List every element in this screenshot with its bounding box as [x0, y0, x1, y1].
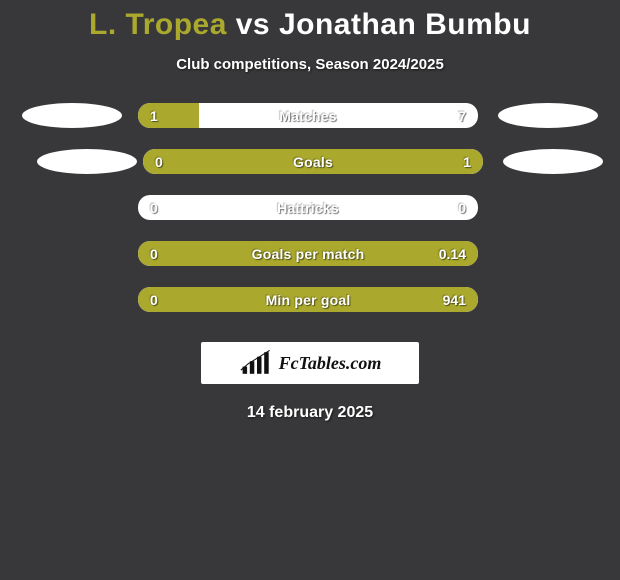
stat-bar: 17Matches — [138, 103, 478, 128]
bar-chart-icon — [239, 350, 275, 376]
logo-box: FcTables.com — [201, 342, 419, 384]
page-title: L. Tropea vs Jonathan Bumbu — [0, 8, 620, 42]
team-badge-right — [503, 149, 603, 174]
team-badge-left — [22, 103, 122, 128]
date-text: 14 february 2025 — [0, 404, 620, 422]
stat-label: Goals per match — [138, 241, 478, 266]
player1-name: L. Tropea — [89, 8, 227, 41]
vs-text: vs — [236, 8, 270, 41]
stat-label: Goals — [143, 149, 483, 174]
team-badge-left — [37, 149, 137, 174]
stat-label: Matches — [138, 103, 478, 128]
comparison-infographic: L. Tropea vs Jonathan Bumbu Club competi… — [0, 0, 620, 422]
stat-row: 01Goals — [0, 149, 620, 174]
stat-row: 17Matches — [0, 103, 620, 128]
stat-bar: 0941Min per goal — [138, 287, 478, 312]
stat-label: Min per goal — [138, 287, 478, 312]
team-badge-right — [498, 103, 598, 128]
player2-name: Jonathan Bumbu — [279, 8, 531, 41]
stat-bar: 00Hattricks — [138, 195, 478, 220]
stat-row: 00Hattricks — [0, 195, 620, 220]
stat-row: 0941Min per goal — [0, 287, 620, 312]
stat-label: Hattricks — [138, 195, 478, 220]
subtitle: Club competitions, Season 2024/2025 — [0, 56, 620, 73]
stat-row: 00.14Goals per match — [0, 241, 620, 266]
stat-bar: 00.14Goals per match — [138, 241, 478, 266]
logo-text: FcTables.com — [279, 353, 382, 374]
stat-bar: 01Goals — [143, 149, 483, 174]
stat-rows: 17Matches 01Goals 00Hattricks 00.14Goals pe… — [0, 103, 620, 312]
